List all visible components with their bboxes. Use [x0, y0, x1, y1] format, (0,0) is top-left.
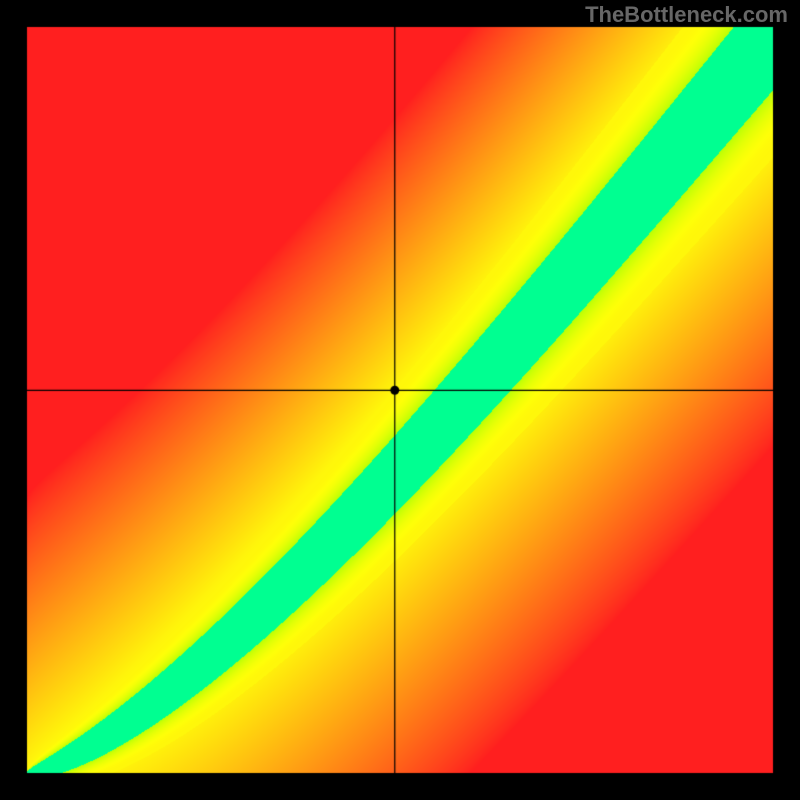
bottleneck-heatmap-canvas [0, 0, 800, 800]
chart-container: TheBottleneck.com [0, 0, 800, 800]
watermark-text: TheBottleneck.com [585, 2, 788, 28]
